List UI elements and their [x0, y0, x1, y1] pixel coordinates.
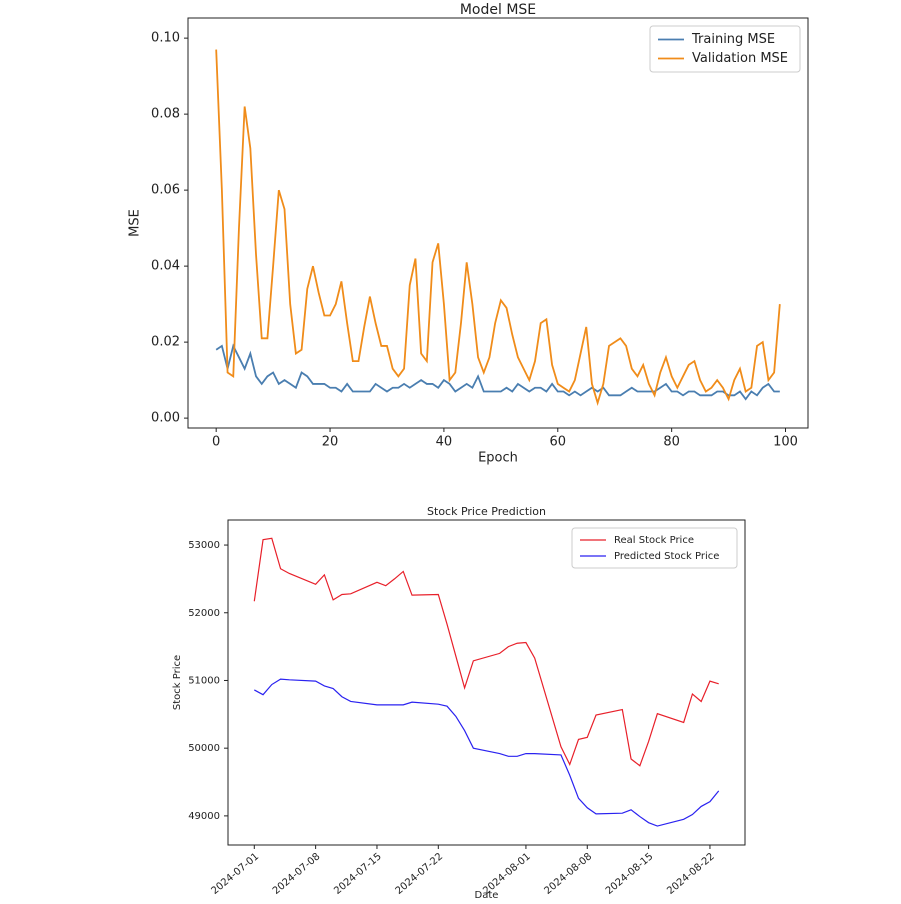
x-tick-label: 2024-07-22	[394, 851, 446, 897]
legend-label: Validation MSE	[692, 51, 788, 66]
legend	[571, 527, 738, 569]
x-tick-label: 40	[436, 435, 453, 450]
y-tick-label: 50000	[188, 743, 220, 754]
y-tick-label: 0.10	[151, 31, 180, 46]
x-axis-label: Epoch	[478, 451, 518, 466]
x-tick-label: 2024-08-15	[604, 851, 656, 897]
legend	[649, 25, 801, 73]
x-tick-label: 2024-08-22	[665, 851, 717, 897]
chart-title: Model MSE	[460, 2, 536, 18]
y-tick-label: 0.02	[151, 335, 180, 350]
x-tick-label: 100	[773, 435, 798, 450]
chart-title: Stock Price Prediction	[427, 505, 546, 518]
x-tick-label: 2024-08-08	[543, 851, 595, 897]
x-tick-label: 2024-08-01	[481, 851, 533, 897]
y-tick-label: 51000	[188, 675, 220, 686]
legend-label: Training MSE	[691, 32, 775, 47]
y-axis-label: Stock Price	[172, 655, 183, 710]
y-tick-label: 0.08	[151, 107, 180, 122]
y-tick-label: 0.06	[151, 183, 180, 198]
series-line	[254, 678, 720, 827]
x-tick-label: 20	[322, 435, 339, 450]
x-tick-label: 2024-07-08	[271, 851, 323, 897]
x-axis-label: Date	[475, 890, 499, 901]
y-axis-label: MSE	[128, 209, 143, 237]
y-tick-label: 49000	[188, 811, 220, 822]
plot-area	[187, 17, 809, 429]
legend-label: Real Stock Price	[614, 535, 694, 546]
plot-area	[227, 519, 746, 846]
series-line	[215, 343, 780, 401]
y-tick-label: 53000	[188, 540, 220, 551]
y-tick-label: 0.04	[151, 259, 180, 274]
legend-label: Predicted Stock Price	[614, 551, 719, 562]
y-tick-label: 0.00	[151, 411, 180, 426]
y-tick-label: 52000	[188, 608, 220, 619]
x-tick-label: 2024-07-01	[210, 851, 262, 897]
series-line	[215, 49, 781, 407]
x-tick-label: 80	[663, 435, 680, 450]
series-line	[253, 537, 719, 767]
x-tick-label: 2024-07-15	[332, 851, 384, 897]
x-tick-label: 0	[212, 435, 220, 450]
x-tick-label: 60	[550, 435, 567, 450]
